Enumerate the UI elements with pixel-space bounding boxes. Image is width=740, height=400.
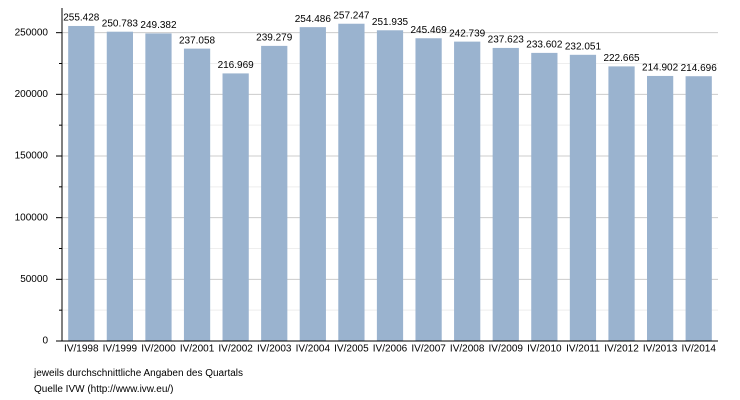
x-tick-label: IV/2006: [373, 344, 408, 355]
y-tick-label: 250000: [15, 27, 49, 38]
x-tick-label: IV/2001: [180, 344, 215, 355]
value-label: 237.623: [488, 35, 525, 46]
bar: [646, 75, 674, 342]
x-tick-label: IV/2014: [681, 344, 716, 355]
value-label: 237.058: [179, 35, 216, 46]
x-tick-label: IV/2013: [643, 344, 678, 355]
bar: [492, 47, 519, 341]
x-tick-label: IV/1998: [64, 344, 99, 355]
bar: [608, 66, 635, 342]
value-label: 251.935: [372, 17, 409, 28]
value-label: 233.602: [526, 40, 563, 51]
value-label: 232.051: [565, 41, 602, 52]
x-tick-label: IV/2004: [296, 344, 331, 355]
value-label: 239.279: [256, 33, 293, 44]
value-label: 222.665: [603, 53, 640, 64]
source-note: Quelle IVW (http://www.ivw.eu/): [34, 384, 174, 395]
value-label: 257.247: [333, 10, 370, 21]
bar: [415, 38, 442, 341]
x-tick-label: IV/2005: [334, 344, 369, 355]
value-label: 214.696: [681, 63, 718, 74]
bar: [376, 30, 404, 342]
x-tick-label: IV/1999: [103, 344, 138, 355]
y-tick-label: 0: [42, 336, 48, 347]
y-tick-label: 150000: [15, 151, 49, 162]
bar: [338, 23, 365, 342]
x-tick-label: IV/2007: [411, 344, 446, 355]
bar: [531, 52, 558, 341]
y-tick-label: 100000: [15, 212, 49, 223]
value-label: 214.902: [642, 63, 679, 74]
bar: [145, 33, 172, 342]
footnote: jeweils durchschnittliche Angaben des Qu…: [34, 368, 244, 379]
y-tick-label: 200000: [15, 89, 49, 100]
bar: [685, 76, 712, 342]
x-tick-label: IV/2003: [257, 344, 292, 355]
bar: [183, 48, 211, 341]
x-tick-label: IV/2011: [566, 344, 600, 355]
y-tick-label: 50000: [20, 274, 48, 285]
bar: [222, 73, 249, 341]
x-tick-label: IV/2010: [527, 344, 562, 355]
bar: [261, 45, 288, 342]
x-tick-label: IV/2000: [141, 344, 176, 355]
x-tick-label: IV/2009: [489, 344, 524, 355]
value-label: 255.428: [63, 13, 100, 24]
value-label: 250.783: [102, 18, 139, 29]
value-label: 254.486: [295, 14, 332, 25]
x-tick-label: IV/2008: [450, 344, 485, 355]
bar: [68, 25, 95, 341]
bar: [454, 41, 481, 342]
value-label: 245.469: [411, 25, 448, 36]
value-label: 249.382: [140, 20, 177, 31]
bar: [569, 54, 597, 341]
x-tick-label: IV/2002: [218, 344, 253, 355]
value-label: 242.739: [449, 28, 486, 39]
value-label: 216.969: [218, 60, 255, 71]
x-tick-label: IV/2012: [604, 344, 639, 355]
bar: [299, 27, 326, 341]
bar: [106, 31, 134, 342]
